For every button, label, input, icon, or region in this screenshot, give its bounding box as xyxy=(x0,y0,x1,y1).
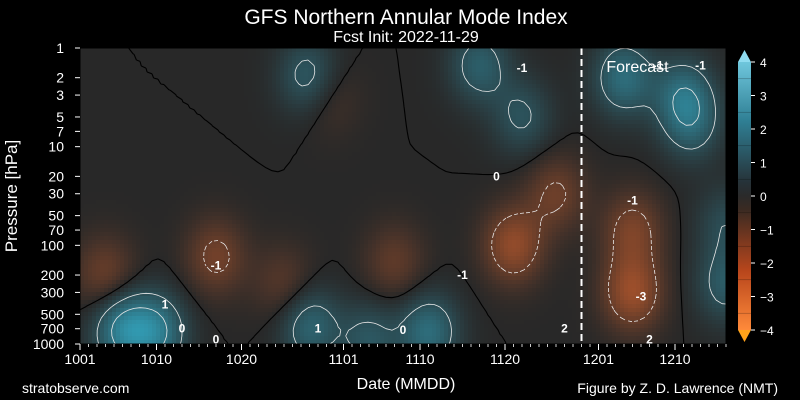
y-tick-label: 30 xyxy=(48,186,64,202)
contour-value-label: 1 xyxy=(315,322,322,336)
y-tick-label: 200 xyxy=(41,267,65,283)
colorbar-tick-label: −2 xyxy=(760,257,774,271)
colorbar-body xyxy=(738,62,751,330)
x-tick-label: 1010 xyxy=(141,351,172,367)
contour-value-label: 2 xyxy=(561,322,568,336)
y-tick-label: 700 xyxy=(41,321,65,337)
contour-level xyxy=(203,182,657,323)
heatmap-field xyxy=(80,48,726,344)
contour-level xyxy=(111,87,700,344)
y-tick-label: 1000 xyxy=(33,336,64,352)
contour-value-label: 0 xyxy=(213,332,220,346)
contour-value-label: 0 xyxy=(179,322,186,336)
y-tick-label: 7 xyxy=(56,123,64,139)
x-tick-label: 1120 xyxy=(490,351,520,367)
x-tick-label: 1110 xyxy=(405,351,434,367)
chart-title: GFS Northern Annular Mode Index xyxy=(244,6,568,29)
contour-value-label: 0 xyxy=(493,169,500,183)
y-tick-label: 10 xyxy=(48,139,64,155)
contour-value-label: -1 xyxy=(695,58,706,72)
colorbar: 4 3 2 1 0 −1 −2 −3 −4 xyxy=(738,50,774,342)
y-tick-label: 500 xyxy=(41,306,65,322)
colorbar-tick-label: 2 xyxy=(760,123,767,137)
contour-value-label: -1 xyxy=(653,58,664,72)
x-tick-label: 1020 xyxy=(226,351,257,367)
forecast-label: Forecast xyxy=(606,59,669,76)
x-tick-label: 1101 xyxy=(328,351,358,367)
footer-right-credit: Figure by Z. D. Lawrence (NMT) xyxy=(577,380,778,396)
contour-level xyxy=(80,48,685,344)
y-tick-label: 50 xyxy=(48,208,64,224)
colorbar-tick-label: 4 xyxy=(760,56,767,70)
colorbar-tick-label: −4 xyxy=(760,324,774,338)
contour-value-label: -1 xyxy=(517,61,528,75)
y-tick-label: 5 xyxy=(56,109,64,125)
contour-value-label: -1 xyxy=(457,268,468,282)
colorbar-extend-bottom xyxy=(738,330,751,342)
x-axis-label: Date (MMDD) xyxy=(357,376,456,393)
y-tick-label: 2 xyxy=(56,70,64,86)
contour-level xyxy=(96,48,726,344)
contour-lines xyxy=(80,48,726,344)
contour-value-label: -1 xyxy=(211,258,222,272)
contour-value-label: 1 xyxy=(162,298,169,312)
y-axis-label: Pressure [hPa] xyxy=(2,140,21,252)
y-tick-label: 300 xyxy=(41,284,65,300)
x-tick-label: 1201 xyxy=(583,351,614,367)
y-tick-label: 3 xyxy=(56,87,64,103)
x-tick-label: 1210 xyxy=(659,351,690,367)
colorbar-extend-top xyxy=(738,50,751,62)
colorbar-tick-label: 3 xyxy=(760,90,767,104)
footer-left-credit: stratobserve.com xyxy=(22,380,129,396)
x-tick-label: 1001 xyxy=(64,351,95,367)
colorbar-tick-label: −3 xyxy=(760,291,774,305)
contour-value-label: -3 xyxy=(636,289,647,303)
contour-value-label: 2 xyxy=(646,332,653,346)
x-axis: 1001 1010 1020 1101 1110 1120 1201 1210 xyxy=(64,344,727,367)
contour-value-label: -1 xyxy=(627,193,638,207)
chart-subtitle: Fcst Init: 2022-11-29 xyxy=(333,29,479,46)
y-tick-label: 70 xyxy=(48,222,64,238)
colorbar-tick-label: 0 xyxy=(760,190,767,204)
contour-value-label: 0 xyxy=(400,323,407,337)
colorbar-tick-label: 1 xyxy=(760,157,767,171)
y-tick-label: 100 xyxy=(41,237,65,253)
colorbar-tick-label: −1 xyxy=(760,224,774,238)
y-tick-label: 20 xyxy=(48,168,64,184)
y-tick-label: 1 xyxy=(56,40,64,56)
